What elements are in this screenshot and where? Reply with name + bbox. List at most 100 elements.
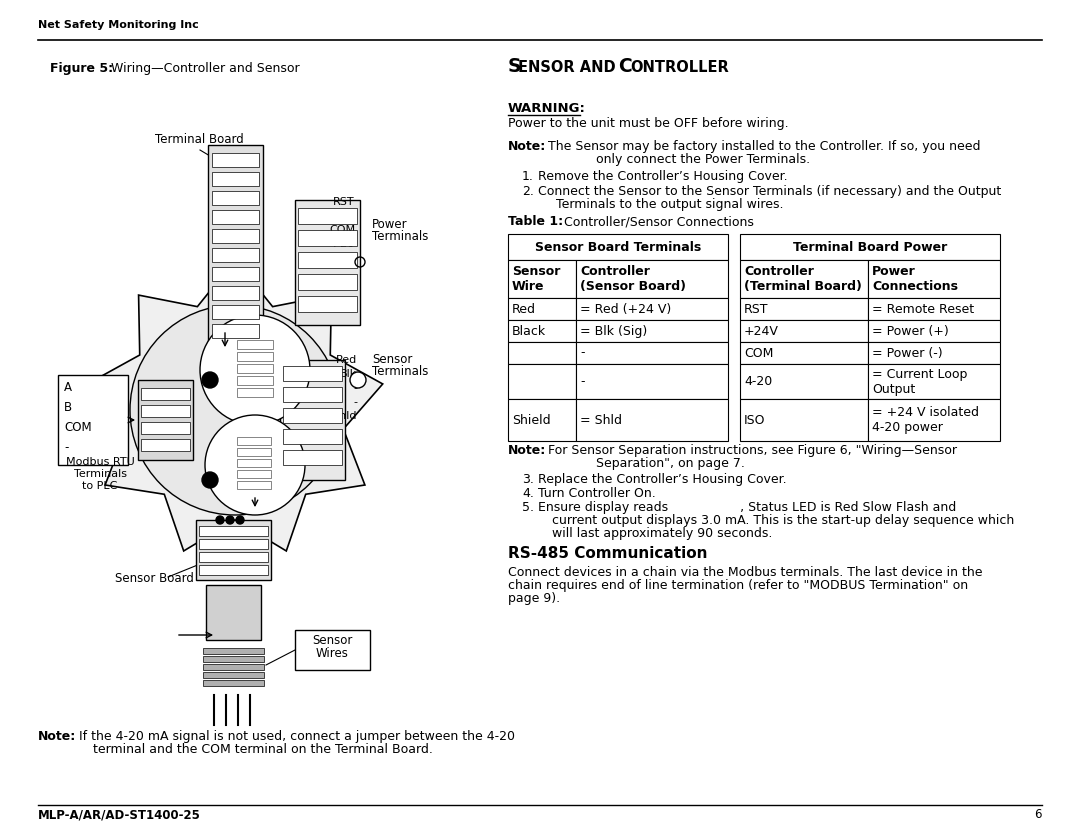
Text: 3.: 3. xyxy=(522,473,534,486)
Bar xyxy=(868,364,1000,399)
Text: Net Safety Monitoring Inc: Net Safety Monitoring Inc xyxy=(38,20,199,30)
Bar xyxy=(283,366,342,381)
Bar xyxy=(508,298,576,320)
Bar xyxy=(508,260,576,298)
Text: COM: COM xyxy=(329,225,355,235)
Text: 5.: 5. xyxy=(522,501,534,514)
Text: Wires: Wires xyxy=(315,647,349,660)
Bar xyxy=(298,274,357,290)
Text: = Shld: = Shld xyxy=(580,414,622,426)
Bar xyxy=(280,360,345,480)
Bar xyxy=(283,387,342,402)
Text: = +24 V isolated
4-20 power: = +24 V isolated 4-20 power xyxy=(872,406,978,434)
Bar xyxy=(298,252,357,268)
Text: Figure 5:: Figure 5: xyxy=(50,62,113,75)
Text: 4-20: 4-20 xyxy=(744,375,772,388)
Text: Red: Red xyxy=(238,440,249,445)
Text: Terminals: Terminals xyxy=(372,365,429,378)
Bar xyxy=(199,539,268,549)
Text: Ensure display reads                  , Status LED is Red Slow Flash and: Ensure display reads , Status LED is Red… xyxy=(538,501,956,514)
Text: current output displays 3.0 mA. This is the start-up delay sequence which: current output displays 3.0 mA. This is … xyxy=(552,514,1014,527)
Text: RST: RST xyxy=(334,197,355,207)
Text: RST: RST xyxy=(744,303,769,315)
Bar xyxy=(508,234,728,260)
Text: 6: 6 xyxy=(1035,808,1042,821)
Text: Terminals to the output signal wires.: Terminals to the output signal wires. xyxy=(556,198,783,211)
Bar xyxy=(212,153,259,167)
Text: Connect the Sensor to the Sensor Terminals (if necessary) and the Output: Connect the Sensor to the Sensor Termina… xyxy=(538,185,1001,198)
Bar xyxy=(203,664,264,670)
Text: Note:: Note: xyxy=(508,444,546,457)
Text: A: A xyxy=(64,381,72,394)
Bar xyxy=(740,298,868,320)
Text: Black: Black xyxy=(512,324,546,338)
Bar xyxy=(237,376,273,385)
Text: Sensor: Sensor xyxy=(312,634,352,647)
Text: COM: COM xyxy=(744,346,773,359)
Bar xyxy=(195,520,271,580)
Bar xyxy=(508,399,576,441)
Text: -: - xyxy=(353,383,357,393)
Bar xyxy=(576,399,728,441)
Bar xyxy=(740,342,868,364)
Bar xyxy=(203,648,264,654)
Text: 4-20: 4-20 xyxy=(329,239,355,249)
Text: Terminal Board: Terminal Board xyxy=(156,133,244,146)
Text: COM: COM xyxy=(300,257,320,266)
Bar xyxy=(298,208,357,224)
Text: = Remote Reset: = Remote Reset xyxy=(872,303,974,315)
Text: -: - xyxy=(64,441,68,454)
Text: Power
Connections: Power Connections xyxy=(872,265,958,293)
Bar xyxy=(508,364,576,399)
Bar xyxy=(298,230,357,246)
Text: -: - xyxy=(238,473,240,478)
Text: = Power (-): = Power (-) xyxy=(872,346,943,359)
Text: terminal and the COM terminal on the Terminal Board.: terminal and the COM terminal on the Ter… xyxy=(93,743,433,756)
Bar xyxy=(203,656,264,662)
Bar xyxy=(237,448,271,456)
Bar xyxy=(237,470,271,478)
Bar xyxy=(212,305,259,319)
Text: will last approximately 90 seconds.: will last approximately 90 seconds. xyxy=(552,527,772,540)
Text: only connect the Power Terminals.: only connect the Power Terminals. xyxy=(596,153,810,166)
Text: 2.: 2. xyxy=(522,185,534,198)
Bar xyxy=(212,191,259,205)
Text: MLP-A/AR/AD-ST1400-25: MLP-A/AR/AD-ST1400-25 xyxy=(38,808,201,821)
Text: RS-485 Communication: RS-485 Communication xyxy=(508,546,707,561)
Bar xyxy=(508,342,576,364)
Bar xyxy=(740,260,868,298)
Text: chain requires end of line termination (refer to "MODBUS Termination" on: chain requires end of line termination (… xyxy=(508,579,968,592)
Bar xyxy=(237,352,273,361)
Text: C: C xyxy=(618,57,632,76)
Bar xyxy=(212,210,259,224)
Text: to PLC: to PLC xyxy=(82,481,118,491)
Polygon shape xyxy=(87,260,382,551)
Text: WARNING:: WARNING: xyxy=(508,102,585,115)
Bar xyxy=(868,320,1000,342)
Text: Separation", on page 7.: Separation", on page 7. xyxy=(596,457,745,470)
Bar xyxy=(208,145,264,355)
Text: COM: COM xyxy=(64,421,92,434)
Text: Terminal Board Power: Terminal Board Power xyxy=(793,240,947,254)
Bar xyxy=(868,342,1000,364)
Text: +24V: +24V xyxy=(324,211,355,221)
Bar xyxy=(141,405,190,417)
Text: Sensor Board: Sensor Board xyxy=(114,572,194,585)
Text: RST: RST xyxy=(300,213,316,222)
Text: = Current Loop
Output: = Current Loop Output xyxy=(872,368,968,395)
Text: 1.: 1. xyxy=(522,170,534,183)
Text: Table 1:: Table 1: xyxy=(508,215,563,228)
Bar xyxy=(740,364,868,399)
Text: COM: COM xyxy=(238,368,253,373)
Text: -: - xyxy=(285,412,288,421)
Text: Connect devices in a chain via the Modbus terminals. The last device in the: Connect devices in a chain via the Modbu… xyxy=(508,566,983,579)
Bar xyxy=(237,388,273,397)
Text: Terminals: Terminals xyxy=(372,230,429,243)
Bar xyxy=(283,408,342,423)
Text: ISO: ISO xyxy=(336,253,355,263)
Text: Controller
(Terminal Board): Controller (Terminal Board) xyxy=(744,265,862,293)
Text: -: - xyxy=(285,433,288,442)
Circle shape xyxy=(226,516,234,524)
Text: Controller/Sensor Connections: Controller/Sensor Connections xyxy=(556,215,754,228)
Bar xyxy=(740,234,1000,260)
